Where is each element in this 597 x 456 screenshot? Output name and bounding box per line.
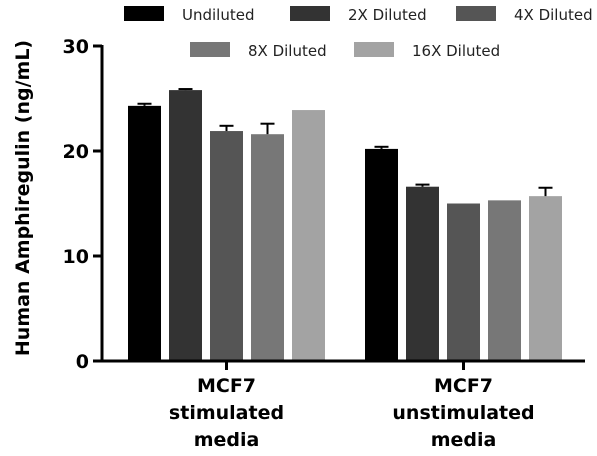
chart-legend: Undiluted 2X Diluted 4X Diluted 8X Diluted 1… [124,6,593,60]
bar [529,196,562,361]
y-tick-label: 10 [63,246,89,268]
legend-label: 4X Diluted [514,6,593,24]
legend-label: 8X Diluted [248,42,327,60]
axes-layer: 0 10 20 30 MCF7 stimulated media MCF7 unstimulat… [63,36,585,451]
legend-label: 2X Diluted [348,6,427,24]
y-tick-label: 20 [63,141,89,163]
x-category-label: unstimulated [392,402,534,424]
bar [406,186,439,361]
legend-swatch [124,6,164,21]
legend-swatch [190,42,230,57]
x-category-label: MCF7 [434,375,493,397]
legend-label: Undiluted [182,6,254,24]
x-category-label: MCF7 [197,375,256,397]
bar [447,203,480,361]
legend-swatch [456,6,496,21]
x-category-label: stimulated [169,402,284,424]
y-tick-label: 0 [76,351,89,373]
legend-swatch [290,6,330,21]
bar [169,90,202,361]
legend-swatch [354,42,394,57]
x-category-label: media [194,429,260,451]
bar [365,148,398,361]
legend-label: 16X Diluted [412,42,500,60]
x-category-label: media [431,429,497,451]
bar [488,200,521,361]
bars-layer [128,88,562,361]
bar [292,110,325,361]
bar [128,105,161,361]
y-axis-label: Human Amphiregulin (ng/mL) [12,40,34,356]
y-tick-label: 30 [63,36,89,58]
bar [251,134,284,361]
bar [210,131,243,361]
